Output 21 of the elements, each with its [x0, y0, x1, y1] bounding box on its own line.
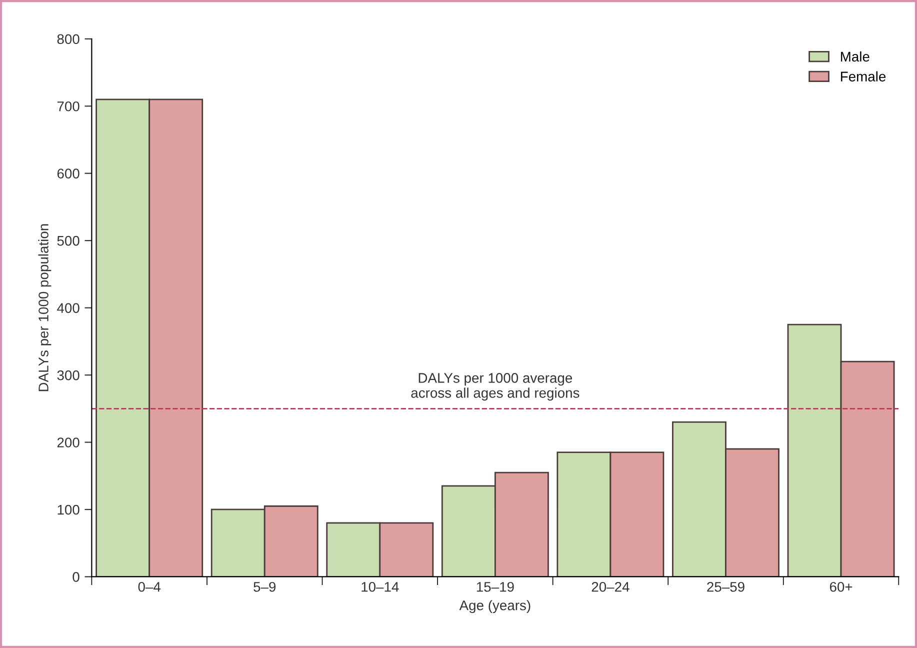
x-tick-label: 25–59 [707, 582, 744, 592]
y-tick-label: 700 [57, 101, 80, 112]
y-tick-label: 0 [72, 572, 80, 582]
x-tick-label: 5–9 [254, 582, 276, 592]
x-tick-label: 0–4 [138, 582, 161, 592]
y-tick-label: 100 [58, 504, 80, 515]
y-tick-label: 800 [57, 34, 80, 44]
x-tick-label: 15–19 [476, 582, 514, 592]
y-tick-label: 200 [57, 438, 80, 448]
y-tick-label: 300 [57, 370, 80, 380]
y-tick-label: 600 [57, 168, 80, 179]
y-tick-label: 500 [57, 236, 80, 246]
x-tick-label: 10–14 [362, 582, 399, 592]
y-tick-label: 400 [57, 303, 80, 313]
x-axis-title: Age (years) [459, 600, 530, 614]
y-axis-title: DALYs per 1000 population [38, 224, 52, 392]
legend-label: Male [840, 51, 870, 62]
x-tick-label: 60+ [830, 582, 852, 592]
legend-label: Female [840, 71, 886, 82]
x-tick-label: 20–24 [592, 582, 630, 592]
ref-line-label: DALYs per 1000 average across all ages and regions [411, 373, 580, 401]
